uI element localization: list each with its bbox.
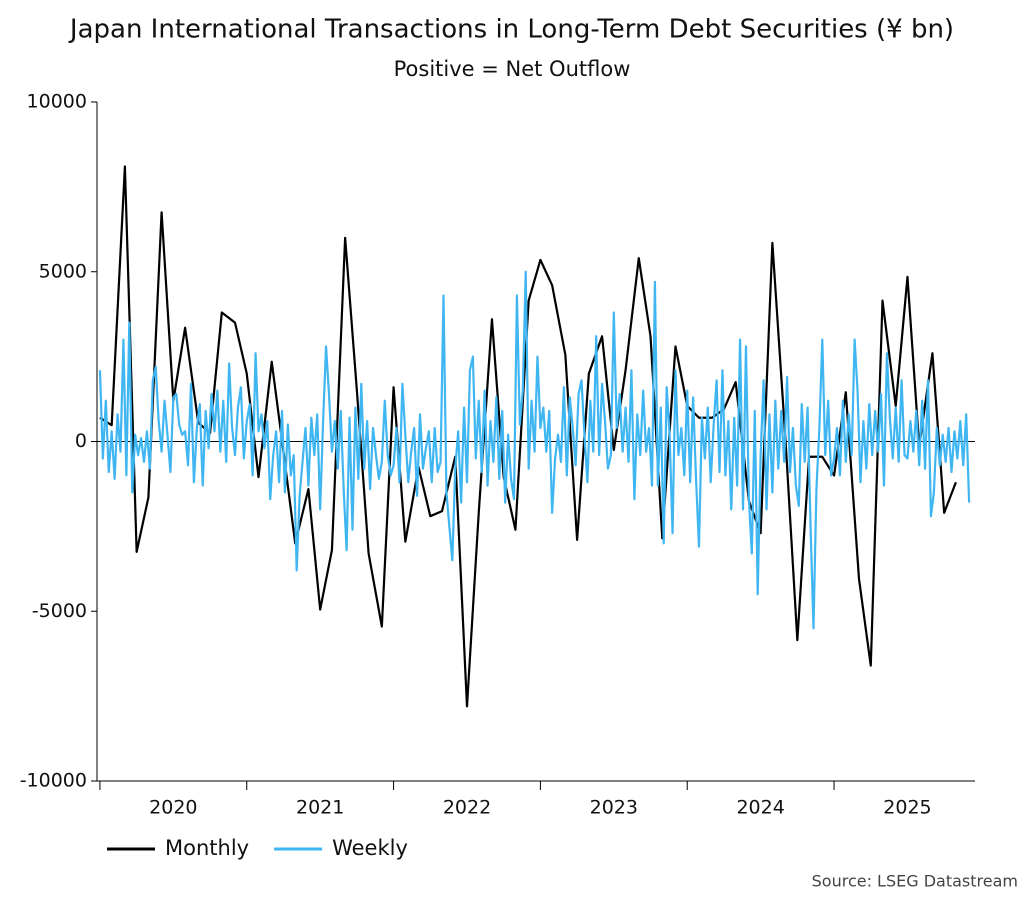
- series-line: [99, 165, 957, 708]
- chart-title: Japan International Transactions in Long…: [68, 15, 954, 45]
- y-tick-label: 0: [75, 430, 87, 452]
- legend-label: Weekly: [332, 836, 408, 860]
- y-tick-label: -5000: [32, 600, 87, 622]
- x-tick-label: 2025: [883, 797, 931, 819]
- series-line: [98, 270, 971, 630]
- source-note: Source: LSEG Datastream: [812, 872, 1018, 891]
- chart-subtitle: Positive = Net Outflow: [394, 57, 631, 81]
- x-tick-label: 2022: [443, 797, 491, 819]
- x-tick-label: 2023: [590, 797, 638, 819]
- y-tick-label: -10000: [20, 770, 87, 792]
- x-tick-label: 2021: [296, 797, 344, 819]
- x-tick-label: 2024: [736, 797, 784, 819]
- legend-label: Monthly: [165, 836, 249, 860]
- y-tick-label: 10000: [27, 91, 87, 113]
- y-tick-label: 5000: [39, 260, 87, 282]
- x-tick-label: 2020: [149, 797, 197, 819]
